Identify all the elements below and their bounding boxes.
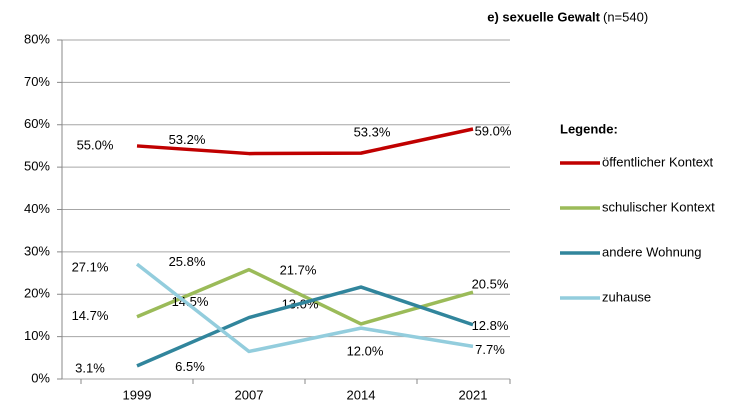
line [136,267,474,326]
x-tick-label: 2021 [459,387,488,402]
data-label: 53.2% [169,132,206,147]
data-label: 59.0% [475,123,512,138]
legend-label: öffentlicher Kontext [602,154,713,169]
x-tick-label: 1999 [123,387,152,402]
line [136,285,474,368]
x-tick-label: 2014 [347,387,376,402]
y-tick-label: 0% [31,370,50,385]
data-label: 14.7% [72,308,109,323]
y-tick-label: 60% [24,116,50,131]
line [135,262,474,354]
y-tick-label: 40% [24,201,50,216]
y-tick-label: 30% [24,243,50,258]
y-tick-label: 10% [24,328,50,343]
data-label: 12.8% [472,318,509,333]
chart-subtitle: (n=540) [603,9,648,24]
legend-label: andere Wohnung [602,244,702,259]
legend-label: zuhause [602,289,651,304]
data-label: 25.8% [169,254,206,269]
data-label: 27.1% [72,260,109,275]
data-label: 12.0% [347,344,384,359]
data-label: 6.5% [175,359,205,374]
data-label: 20.5% [472,277,509,292]
y-tick-label: 20% [24,286,50,301]
y-tick-label: 80% [24,31,50,46]
data-label: 55.0% [77,137,114,152]
line [136,127,474,156]
y-tick-label: 70% [24,74,50,89]
chart-title: e) sexuelle Gewalt [487,9,600,24]
data-label: 7.7% [475,342,505,357]
legend-label: schulischer Kontext [602,199,715,214]
x-tick-label: 2007 [235,387,264,402]
data-label: 21.7% [280,262,317,277]
data-label: 3.1% [75,360,105,375]
legend-title: Legende: [560,121,618,136]
data-label: 53.3% [354,125,391,140]
y-tick-label: 50% [24,159,50,174]
